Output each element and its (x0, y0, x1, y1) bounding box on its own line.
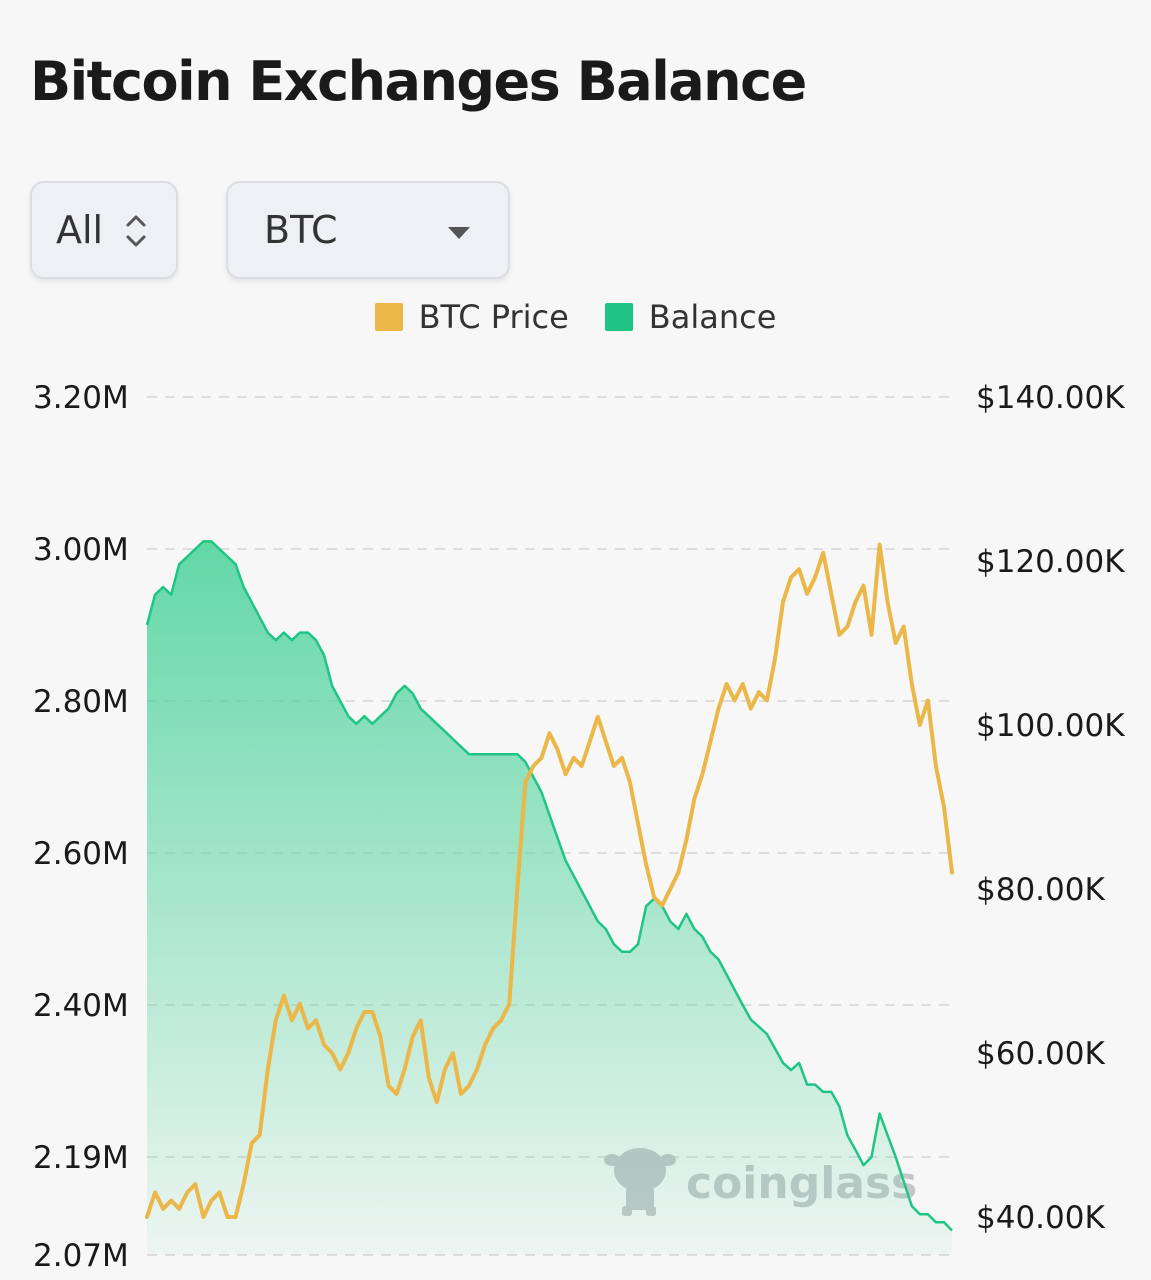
legend-swatch-balance (604, 303, 633, 331)
left-tick-label: 3.20M (33, 380, 129, 416)
left-axis: 3.20M 3.00M 2.80M 2.60M 2.40M 2.19M 2.07M (33, 380, 129, 1274)
right-tick-label: $100.00K (976, 708, 1125, 744)
legend-swatch-btc-price (374, 303, 403, 331)
updown-chevron-icon (126, 215, 146, 247)
chart-series (145, 540, 954, 1255)
right-tick-label: $120.00K (976, 544, 1125, 580)
coin-select[interactable]: BTC (226, 181, 510, 279)
legend-label-btc-price: BTC Price (418, 298, 569, 336)
range-select-value: All (56, 208, 104, 252)
balance-line (145, 540, 953, 1232)
right-tick-label: $140.00K (976, 380, 1125, 416)
left-tick-label: 2.80M (33, 684, 129, 720)
left-tick-label: 2.40M (33, 988, 129, 1024)
legend-item-btc-price[interactable]: BTC Price (374, 298, 569, 336)
right-tick-label: $40.00K (976, 1200, 1105, 1236)
caret-down-icon (448, 227, 470, 239)
left-tick-label: 2.19M (33, 1140, 129, 1176)
left-tick-label: 2.60M (33, 836, 129, 872)
legend-label-balance: Balance (648, 298, 777, 336)
right-tick-label: $60.00K (976, 1036, 1105, 1072)
coin-select-value: BTC (264, 208, 338, 252)
chart-legend: BTC Price Balance (0, 298, 1151, 336)
page-title: Bitcoin Exchanges Balance (30, 50, 807, 113)
range-select[interactable]: All (30, 181, 178, 279)
left-tick-label: 3.00M (33, 532, 129, 568)
right-tick-label: $80.00K (976, 872, 1105, 908)
left-tick-label: 2.07M (33, 1238, 129, 1274)
legend-item-balance[interactable]: Balance (604, 298, 777, 336)
right-axis: $140.00K $120.00K $100.00K $80.00K $60.00K $4… (976, 380, 1125, 1236)
btc-price-line (145, 542, 954, 1219)
balance-area (147, 541, 952, 1255)
